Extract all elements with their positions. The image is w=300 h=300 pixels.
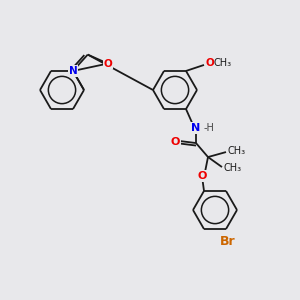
Text: Br: Br [220, 235, 236, 248]
Text: O: O [103, 58, 112, 68]
Text: O: O [197, 171, 207, 181]
Text: CH₃: CH₃ [228, 146, 246, 156]
Text: CH₃: CH₃ [214, 58, 232, 68]
Text: -H: -H [204, 123, 215, 133]
Text: N: N [191, 123, 201, 133]
Text: N: N [69, 66, 77, 76]
Text: O: O [170, 137, 180, 147]
Text: O: O [206, 58, 215, 68]
Text: CH₃: CH₃ [224, 163, 242, 173]
